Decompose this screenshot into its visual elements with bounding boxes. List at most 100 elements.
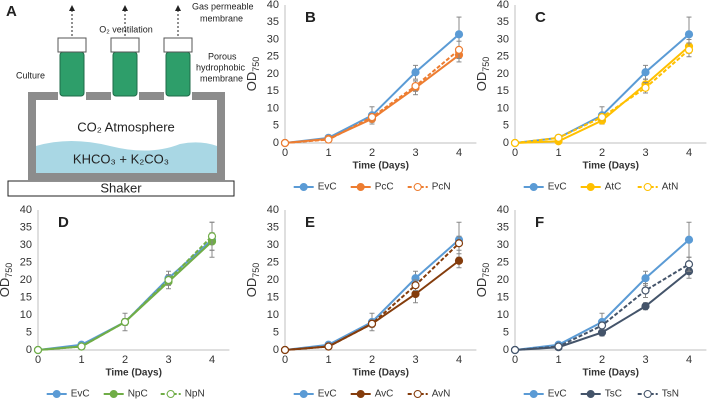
y-tick-label: 35 (267, 221, 279, 233)
y-tick-label: 0 (26, 344, 32, 356)
y-tick-label: 10 (497, 102, 509, 114)
legend-label: EvC (548, 389, 567, 400)
marker (324, 135, 333, 144)
x-tick-label: 0 (512, 147, 518, 159)
marker (510, 345, 520, 355)
y-tick-label: 20 (497, 274, 509, 286)
marker (33, 345, 43, 355)
panel-label: D (58, 214, 69, 231)
legend-marker (166, 390, 175, 398)
legend-label: PcC (375, 182, 394, 193)
y-tick-label: 0 (503, 344, 509, 356)
y-tick-label: 10 (20, 309, 32, 321)
y-label-main: OD (474, 72, 489, 92)
y-tick-label: 15 (497, 85, 509, 97)
x-tick-label: 2 (599, 354, 605, 366)
y-tick-label: 5 (503, 326, 509, 338)
legend-marker (109, 390, 118, 398)
series-line (284, 239, 460, 351)
legend-label: NpC (128, 389, 148, 400)
shaker-label: Shaker (100, 180, 142, 195)
x-tick-label: 3 (412, 354, 418, 366)
x-axis-label: Time (Days) (105, 368, 162, 379)
marker (280, 345, 290, 355)
x-axis-label: Time (Days) (352, 161, 409, 172)
series-line (284, 259, 460, 351)
y-label-main: OD (244, 72, 259, 92)
y-tick-label: 30 (497, 239, 509, 251)
x-tick-label: 4 (686, 147, 692, 159)
series-line (284, 242, 460, 351)
y-label-sub: 750 (481, 57, 491, 72)
marker (684, 30, 694, 39)
legend-marker (586, 183, 595, 191)
marker (324, 342, 333, 351)
marker (454, 30, 464, 39)
legend-label: PcN (432, 182, 451, 193)
x-tick-label: 1 (325, 147, 331, 159)
x-tick-label: 1 (555, 147, 561, 159)
y-tick-label: 30 (267, 33, 279, 45)
y-tick-label: 30 (267, 239, 279, 251)
marker (367, 113, 377, 122)
legend-marker (529, 390, 538, 398)
y-tick-label: 15 (497, 291, 509, 303)
marker (454, 45, 464, 54)
x-tick-label: 3 (165, 354, 171, 366)
y-tick-label: 25 (267, 256, 279, 268)
marker (641, 302, 650, 311)
y-axis-label: OD750 (474, 57, 491, 92)
y-tick-label: 10 (267, 102, 279, 114)
x-tick-label: 0 (282, 354, 288, 366)
marker (120, 317, 130, 327)
o2-label: O₂ ventilation (99, 24, 153, 34)
y-tick-label: 25 (497, 51, 509, 63)
porous-label: hydrophobic (196, 62, 246, 72)
y-tick-label: 25 (20, 256, 32, 268)
y-label-sub: 750 (251, 57, 261, 72)
porous-label: membrane (200, 73, 243, 83)
y-tick-label: 20 (20, 274, 32, 286)
marker (454, 256, 464, 265)
y-tick-label: 20 (267, 274, 279, 286)
marker (641, 68, 650, 77)
legend-marker (356, 183, 365, 191)
marker (411, 81, 420, 91)
series-line (514, 270, 690, 351)
panel-label: E (305, 214, 315, 231)
x-tick-label: 3 (642, 354, 648, 366)
culture-label: Culture (16, 70, 45, 80)
series-line (514, 33, 690, 144)
y-tick-label: 20 (267, 68, 279, 80)
marker (554, 342, 563, 351)
y-label-sub: 750 (481, 263, 491, 278)
x-tick-label: 4 (686, 354, 692, 366)
y-axis-label: OD750 (474, 263, 491, 298)
gas-membrane-label: membrane (200, 13, 243, 23)
marker (411, 68, 420, 77)
marker (684, 260, 694, 269)
x-tick-label: 4 (456, 354, 462, 366)
y-tick-label: 35 (267, 16, 279, 28)
legend-label: EvC (71, 389, 90, 400)
x-tick-label: 3 (642, 147, 648, 159)
legend-marker (643, 390, 652, 398)
diagram: A Shaker CO₂ Atmosphere KHCO₃ + K₂CO₃ O₂… (6, 1, 254, 197)
atmosphere-label: CO₂ Atmosphere (77, 119, 175, 134)
series-line (284, 33, 460, 144)
y-tick-label: 40 (497, 0, 509, 11)
x-tick-label: 0 (35, 354, 41, 366)
legend-label: AvC (375, 389, 394, 400)
y-label-main: OD (474, 278, 489, 298)
marker (77, 342, 86, 351)
y-label-main: OD (244, 278, 259, 298)
legend-marker (413, 183, 422, 191)
y-tick-label: 0 (273, 344, 279, 356)
x-tick-label: 2 (369, 354, 375, 366)
marker (597, 321, 607, 330)
gas-membrane-label: Gas permeable (192, 1, 254, 11)
x-tick-label: 2 (599, 147, 605, 159)
panel-label: B (305, 9, 316, 26)
x-tick-label: 1 (555, 354, 561, 366)
